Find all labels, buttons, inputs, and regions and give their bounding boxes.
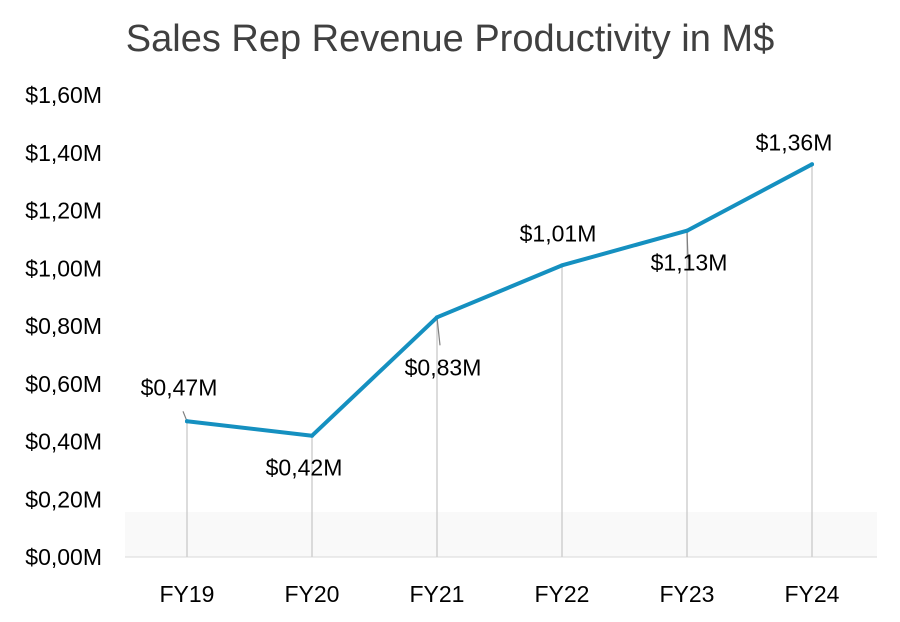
y-tick-label: $0,60M — [25, 371, 102, 397]
data-label: $0,42M — [266, 455, 343, 481]
y-tick-label: $0,00M — [25, 544, 102, 570]
y-tick-label: $0,80M — [25, 313, 102, 339]
data-point — [310, 433, 314, 438]
data-label: $1,36M — [756, 129, 833, 155]
data-point — [185, 419, 189, 424]
y-tick-label: $1,20M — [25, 198, 102, 224]
x-tick-label: FY19 — [160, 581, 215, 607]
y-tick-label: $0,40M — [25, 429, 102, 455]
x-tick-label: FY21 — [410, 581, 465, 607]
data-point — [685, 228, 689, 233]
x-tick-label: FY24 — [785, 581, 840, 607]
x-tick-label: FY23 — [660, 581, 715, 607]
data-point — [435, 315, 439, 320]
series-line — [185, 162, 814, 438]
data-point — [810, 162, 814, 167]
label-leader-line — [686, 230, 689, 259]
data-label: $1,13M — [651, 250, 728, 276]
plot-area-shade — [125, 512, 877, 557]
data-label: $0,47M — [141, 374, 218, 400]
y-tick-label: $1,00M — [25, 255, 102, 281]
x-tick-label: FY22 — [535, 581, 590, 607]
data-label: $1,01M — [520, 220, 597, 246]
x-tick-label: FY20 — [285, 581, 340, 607]
y-tick-label: $1,40M — [25, 140, 102, 166]
data-point — [560, 263, 564, 268]
y-tick-label: $1,60M — [25, 82, 102, 108]
y-tick-label: $0,20M — [25, 486, 102, 512]
label-leader-line — [436, 317, 441, 346]
chart-title: Sales Rep Revenue Productivity in M$ — [125, 18, 775, 60]
data-label: $0,83M — [405, 354, 482, 380]
